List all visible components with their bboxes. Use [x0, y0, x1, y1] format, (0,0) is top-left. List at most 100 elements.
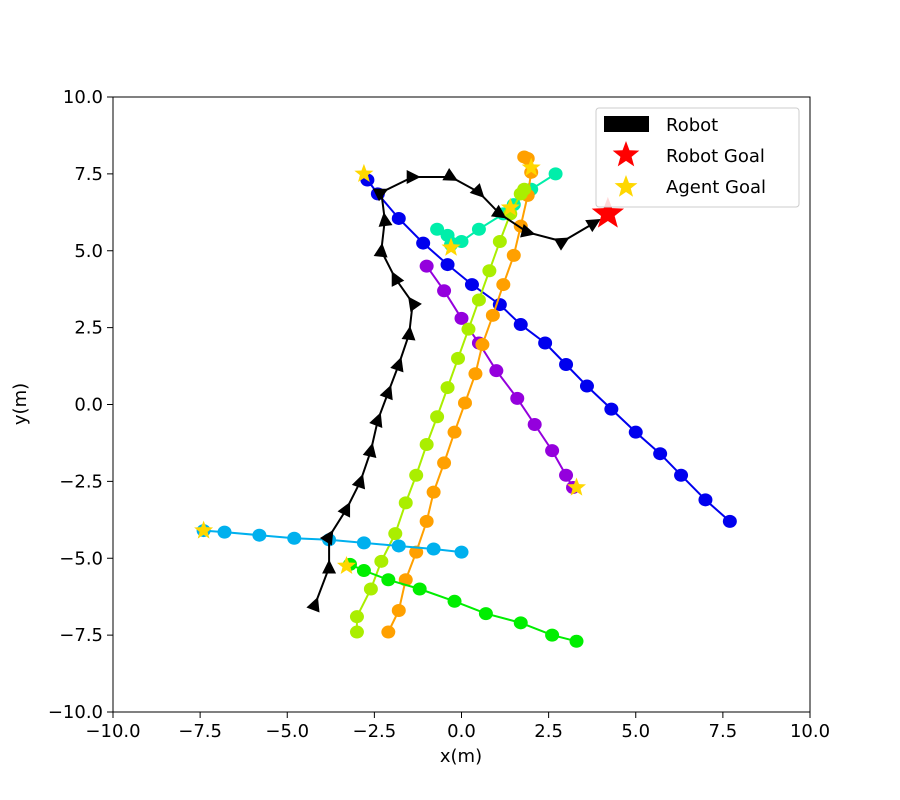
agent-point: [492, 235, 507, 249]
agent-point: [419, 514, 434, 528]
agent-point: [545, 444, 560, 458]
agent-point: [517, 182, 532, 196]
agent-point: [559, 358, 574, 372]
agent-point: [419, 437, 434, 451]
agent-point: [440, 381, 455, 395]
agent-point: [513, 318, 528, 332]
agent-point: [527, 417, 542, 431]
robot-arrow-marker: [319, 529, 334, 546]
agent-goal-star: [566, 477, 587, 496]
robot-arrow-marker: [362, 442, 377, 459]
robot-arrow-marker: [391, 271, 405, 287]
agent-point: [416, 236, 431, 250]
agent-point: [545, 628, 560, 642]
agent-goal-star: [336, 555, 357, 575]
x-tick-label: 5.0: [621, 721, 650, 742]
agent-goal-star: [521, 157, 541, 176]
agent-point: [517, 150, 532, 164]
legend-robot-marker: [604, 116, 649, 132]
agent-point: [426, 485, 441, 499]
agent-point: [252, 528, 267, 542]
legend-agent-goal-label: Agent Goal: [666, 177, 766, 198]
agent-point: [388, 527, 403, 541]
agent-point: [447, 425, 462, 439]
y-axis-label: y(m): [10, 383, 31, 425]
agent-point: [381, 625, 396, 639]
robot-arrow-marker: [369, 412, 383, 428]
agent-point: [722, 514, 737, 528]
agent-point: [698, 493, 713, 507]
legend-agent-goal-marker: [614, 175, 638, 197]
robot-arrow-marker: [322, 559, 337, 574]
agent-point: [559, 468, 574, 482]
legend-robot-label: Robot: [666, 115, 718, 136]
robot-goal-star: [591, 196, 625, 228]
agent-point: [440, 258, 455, 272]
agent-point: [419, 259, 434, 273]
robot-arrow-marker: [390, 356, 404, 373]
y-tick-label: 7.5: [74, 164, 103, 185]
agent-point: [674, 468, 689, 482]
robot-arrow-marker: [408, 296, 422, 312]
y-tick-label: −5.0: [59, 548, 103, 569]
robot-arrow-marker: [442, 167, 459, 181]
agent-point: [391, 604, 406, 618]
agent-goal-star: [354, 163, 374, 182]
agent-point: [604, 402, 619, 416]
robot-arrow-marker: [379, 384, 393, 401]
x-tick-label: 0.0: [447, 721, 476, 742]
agent-point: [513, 616, 528, 630]
agent-point: [471, 222, 486, 236]
agent-point: [426, 542, 441, 556]
agent-point: [391, 539, 406, 553]
agent-point: [464, 278, 479, 292]
agent-point: [478, 607, 493, 621]
x-tick-label: −10.0: [85, 721, 140, 742]
x-tick-label: −5.0: [265, 721, 309, 742]
robot-arrow-marker: [490, 204, 507, 219]
agent-point: [287, 531, 302, 545]
agent-point: [510, 391, 525, 405]
agent-point: [454, 311, 469, 325]
x-tick-label: 10.0: [790, 721, 830, 742]
agent-point: [548, 167, 563, 181]
agent-point: [409, 468, 424, 482]
agent-point: [409, 545, 424, 559]
robot-arrow-marker: [306, 596, 320, 613]
agent-point: [628, 425, 643, 439]
agent-point: [653, 447, 668, 461]
agent-point: [451, 351, 466, 365]
agent-point: [437, 284, 452, 298]
robot-arrow-marker: [520, 223, 536, 238]
agent-goal-star: [441, 237, 461, 256]
agent-point: [457, 396, 472, 410]
axis-ticks: −10.0 −7.5 −5.0 −2.5 0.0 2.5 5.0 7.5 10.0 −10.0 −7…: [48, 87, 830, 742]
y-tick-label: 10.0: [63, 87, 103, 108]
agent-point: [412, 582, 427, 596]
agent-point: [482, 264, 497, 278]
y-tick-label: −2.5: [59, 471, 103, 492]
agent-trajectory-line: [425, 265, 574, 488]
agent-point: [506, 248, 521, 262]
agent-point: [454, 545, 469, 559]
agent-goal-star: [500, 197, 520, 216]
robot-arrow-marker: [553, 237, 570, 251]
agent-point: [471, 293, 486, 307]
x-tick-label: −7.5: [178, 721, 222, 742]
agent-point: [430, 222, 445, 236]
agent-point: [391, 211, 406, 225]
robot-arrow-marker: [469, 183, 485, 199]
robot-arrow-marker: [585, 219, 601, 233]
agent-point: [447, 594, 462, 608]
robot-arrow-marker: [401, 325, 416, 341]
y-tick-label: 0.0: [74, 395, 103, 416]
agent-point: [356, 564, 371, 578]
y-tick-label: −10.0: [48, 702, 103, 723]
agent-point: [398, 496, 413, 510]
agent-point: [381, 573, 396, 587]
agent-point: [579, 379, 594, 393]
agent-point: [468, 367, 483, 381]
legend-robot-goal-label: Robot Goal: [666, 146, 765, 167]
agent-point: [538, 336, 553, 350]
